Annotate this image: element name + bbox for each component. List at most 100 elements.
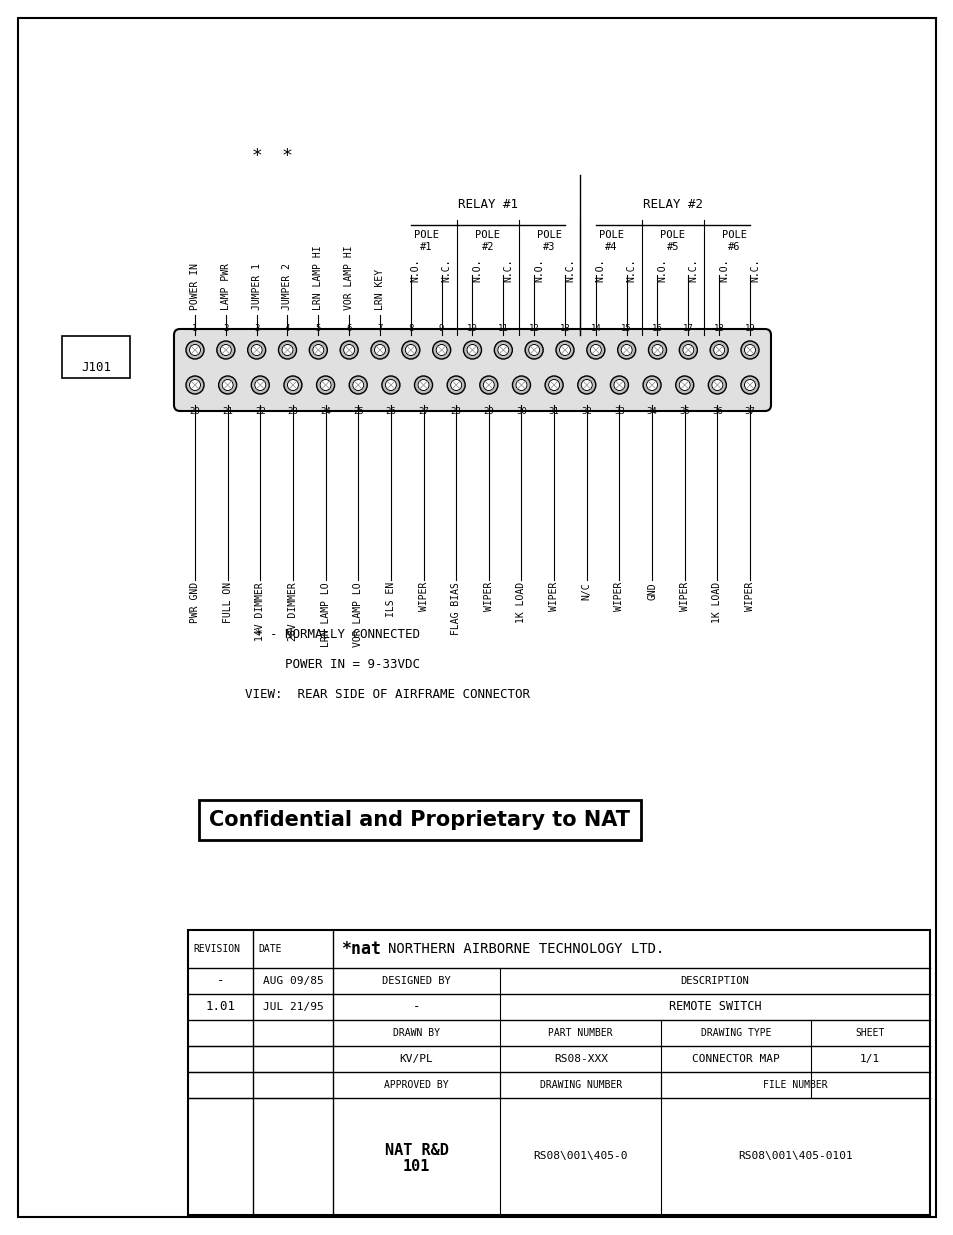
Text: 18: 18 <box>713 324 723 333</box>
Text: N.C.: N.C. <box>688 258 698 282</box>
Text: NAT R&D: NAT R&D <box>384 1144 448 1158</box>
Text: N.O.: N.O. <box>596 258 605 282</box>
Text: VOR LAMP HI: VOR LAMP HI <box>344 246 354 310</box>
Text: JUL 21/95: JUL 21/95 <box>262 1002 323 1011</box>
Text: 32: 32 <box>580 408 592 416</box>
Text: WIPER: WIPER <box>549 582 558 611</box>
Circle shape <box>417 379 429 390</box>
Text: VOR LAMP LO: VOR LAMP LO <box>353 582 363 647</box>
Text: N.C.: N.C. <box>441 258 451 282</box>
Text: 28V DIMMER: 28V DIMMER <box>288 582 297 641</box>
Text: POLE
#6: POLE #6 <box>721 230 746 252</box>
Circle shape <box>385 379 395 390</box>
Text: AUG 09/85: AUG 09/85 <box>262 976 323 986</box>
Text: 30: 30 <box>516 408 526 416</box>
Text: J101: J101 <box>81 361 111 374</box>
Circle shape <box>450 379 461 390</box>
Circle shape <box>309 341 327 359</box>
Circle shape <box>320 379 331 390</box>
Circle shape <box>675 375 693 394</box>
Text: 1.01: 1.01 <box>205 1000 235 1014</box>
Text: N.C.: N.C. <box>503 258 513 282</box>
Circle shape <box>648 341 666 359</box>
Circle shape <box>218 375 236 394</box>
Circle shape <box>405 345 416 356</box>
Text: REVISION: REVISION <box>193 944 240 953</box>
Text: 21: 21 <box>222 408 233 416</box>
Circle shape <box>278 341 296 359</box>
Circle shape <box>740 375 759 394</box>
Text: N.C.: N.C. <box>749 258 760 282</box>
Circle shape <box>494 341 512 359</box>
Circle shape <box>713 345 724 356</box>
Circle shape <box>740 341 759 359</box>
Text: FLAG BIAS: FLAG BIAS <box>451 582 460 635</box>
Text: 29: 29 <box>483 408 494 416</box>
Text: POLE
#1: POLE #1 <box>414 230 438 252</box>
Circle shape <box>316 375 335 394</box>
Text: RELAY #1: RELAY #1 <box>457 199 517 211</box>
Text: N.O.: N.O. <box>657 258 667 282</box>
Circle shape <box>375 345 385 356</box>
Text: NORTHERN AIRBORNE TECHNOLOGY LTD.: NORTHERN AIRBORNE TECHNOLOGY LTD. <box>388 942 663 956</box>
Circle shape <box>516 379 526 390</box>
Text: * - NORMALLY CONNECTED: * - NORMALLY CONNECTED <box>254 629 419 641</box>
Text: *: * <box>282 147 293 165</box>
Circle shape <box>313 345 323 356</box>
Text: 12: 12 <box>528 324 539 333</box>
Text: 37: 37 <box>744 408 755 416</box>
Text: LAMP PWR: LAMP PWR <box>220 263 231 310</box>
Text: -: - <box>216 974 224 988</box>
Text: N.O.: N.O. <box>719 258 728 282</box>
Text: POLE
#5: POLE #5 <box>659 230 684 252</box>
Text: N.C.: N.C. <box>626 258 636 282</box>
Text: 28: 28 <box>451 408 461 416</box>
Text: FILE NUMBER: FILE NUMBER <box>762 1079 827 1091</box>
Text: PART NUMBER: PART NUMBER <box>548 1028 613 1037</box>
Text: *nat: *nat <box>340 940 380 958</box>
Text: JUMPER 2: JUMPER 2 <box>282 263 293 310</box>
Text: WIPER: WIPER <box>483 582 494 611</box>
Circle shape <box>216 341 234 359</box>
Text: 34: 34 <box>646 408 657 416</box>
Circle shape <box>190 379 200 390</box>
Text: 35: 35 <box>679 408 689 416</box>
Circle shape <box>251 345 262 356</box>
Text: 19: 19 <box>744 324 755 333</box>
Circle shape <box>381 375 399 394</box>
Circle shape <box>190 345 200 356</box>
Circle shape <box>349 375 367 394</box>
Circle shape <box>548 379 559 390</box>
Text: 1K LOAD: 1K LOAD <box>516 582 526 624</box>
Text: WIPER: WIPER <box>744 582 754 611</box>
Circle shape <box>340 341 357 359</box>
Text: 33: 33 <box>614 408 624 416</box>
Text: CONNECTOR MAP: CONNECTOR MAP <box>691 1053 779 1065</box>
Bar <box>188 930 929 1215</box>
Text: POLE
#4: POLE #4 <box>598 230 623 252</box>
Circle shape <box>524 341 542 359</box>
FancyBboxPatch shape <box>173 329 770 411</box>
Text: 7: 7 <box>377 324 382 333</box>
Text: WIPER: WIPER <box>679 582 689 611</box>
Circle shape <box>433 341 450 359</box>
Circle shape <box>467 345 477 356</box>
Circle shape <box>287 379 298 390</box>
Text: 1: 1 <box>193 324 197 333</box>
Text: JUMPER 1: JUMPER 1 <box>252 263 261 310</box>
Text: POWER IN: POWER IN <box>190 263 200 310</box>
Text: 14V DIMMER: 14V DIMMER <box>255 582 265 641</box>
Circle shape <box>248 341 265 359</box>
Text: REMOTE SWITCH: REMOTE SWITCH <box>668 1000 760 1014</box>
Circle shape <box>682 345 693 356</box>
Circle shape <box>512 375 530 394</box>
Text: 20: 20 <box>190 408 200 416</box>
Text: -: - <box>413 1000 420 1014</box>
Text: 24: 24 <box>320 408 331 416</box>
Text: 6: 6 <box>346 324 352 333</box>
Text: POLE
#3: POLE #3 <box>537 230 561 252</box>
Circle shape <box>353 379 363 390</box>
Circle shape <box>528 345 539 356</box>
Circle shape <box>679 341 697 359</box>
Text: POWER IN = 9-33VDC: POWER IN = 9-33VDC <box>285 658 419 672</box>
